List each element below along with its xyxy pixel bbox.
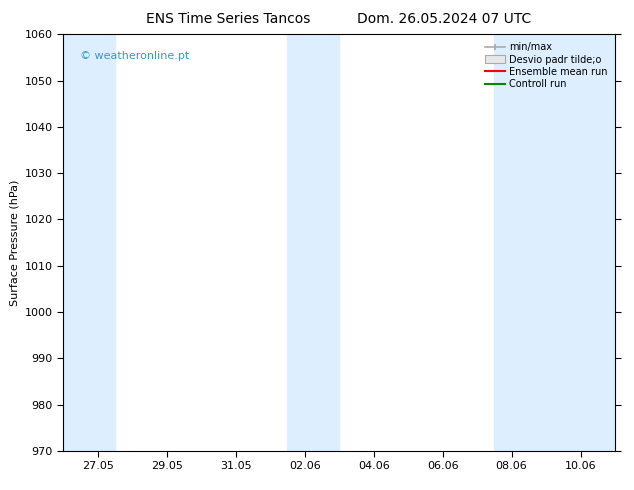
Bar	[287, 34, 322, 451]
Bar	[546, 34, 615, 451]
Text: ENS Time Series Tancos: ENS Time Series Tancos	[146, 12, 311, 26]
Y-axis label: Surface Pressure (hPa): Surface Pressure (hPa)	[10, 179, 19, 306]
Bar	[495, 34, 546, 451]
Bar	[322, 34, 339, 451]
Text: Dom. 26.05.2024 07 UTC: Dom. 26.05.2024 07 UTC	[357, 12, 531, 26]
Text: © weatheronline.pt: © weatheronline.pt	[80, 51, 189, 61]
Bar	[63, 34, 115, 451]
Legend: min/max, Desvio padr tilde;o, Ensemble mean run, Controll run: min/max, Desvio padr tilde;o, Ensemble m…	[482, 39, 610, 92]
